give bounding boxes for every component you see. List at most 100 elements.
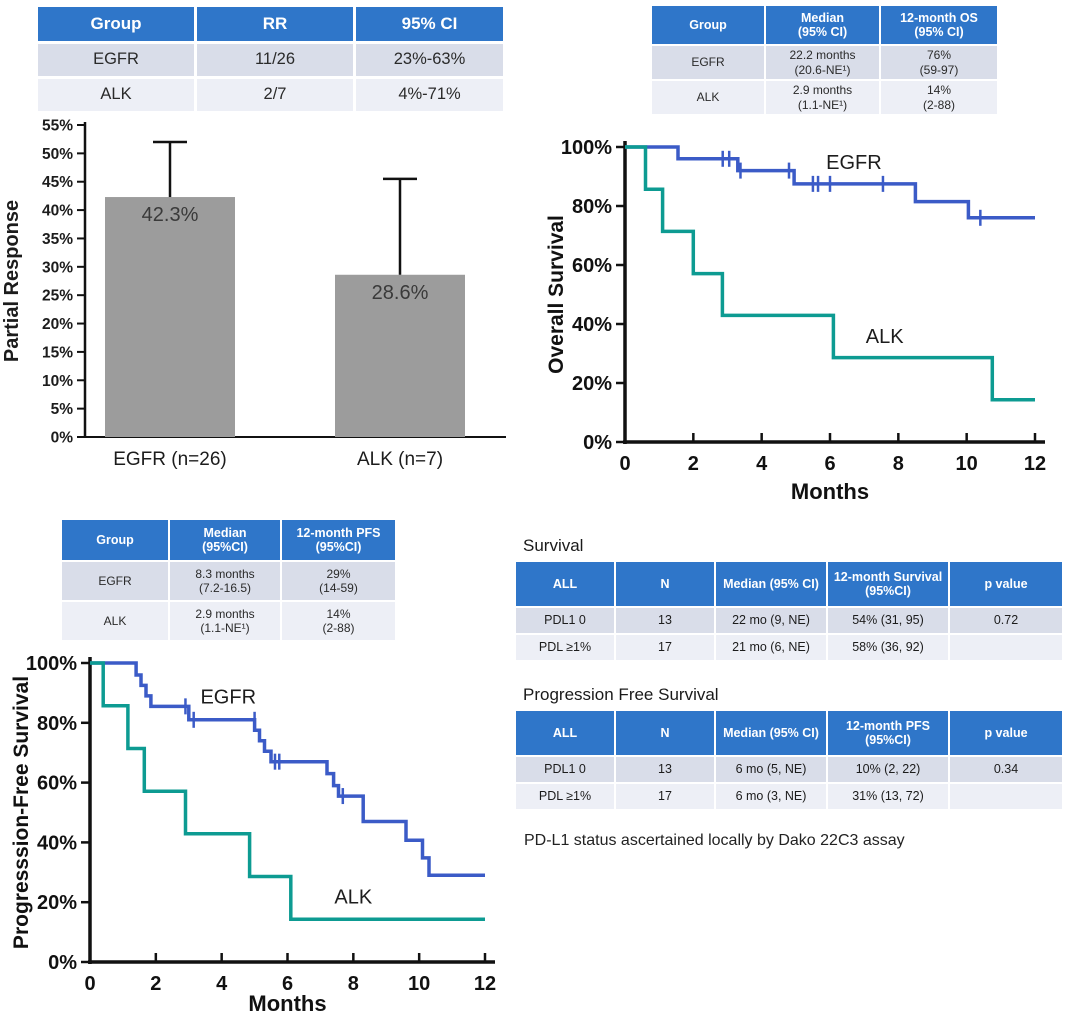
table-cell: 6 mo (3, NE) xyxy=(716,784,826,809)
survival-section-title: Survival xyxy=(523,536,584,555)
x-tick-label: 0 xyxy=(619,453,630,475)
y-tick-label: 45% xyxy=(42,174,73,191)
column-header: Median (95%CI) xyxy=(170,520,280,560)
table-cell: 22.2 months (20.6-NE¹) xyxy=(766,46,879,79)
table-cell: EGFR xyxy=(62,562,168,600)
category-label: ALK (n=7) xyxy=(357,449,443,470)
x-tick-label: 10 xyxy=(408,973,430,995)
y-tick-label: 60% xyxy=(572,255,612,277)
x-tick-label: 6 xyxy=(282,973,293,995)
y-tick-label: 0% xyxy=(48,952,77,974)
progression-free-survival-km-chart: 0% 20% 40% 60% 80% 100% 0 2 4 6 8 10 12 Months Progres… xyxy=(10,653,496,1016)
column-header: Median (95% CI) xyxy=(716,711,826,755)
table-cell: 10% (2, 22) xyxy=(828,757,948,782)
table-row: PDL1 0 13 22 mo (9, NE) 54% (31, 95) 0.7… xyxy=(516,608,1062,633)
column-header: p value xyxy=(950,711,1062,755)
table-row: ALK 2/7 4%-71% xyxy=(38,79,503,111)
y-axis-title: Overall Survival xyxy=(545,215,568,374)
y-axis-title: Partial Response xyxy=(1,200,23,362)
table-cell: ALK xyxy=(652,81,764,114)
y-tick-label: 20% xyxy=(42,316,73,333)
table-cell: PDL ≥1% xyxy=(516,784,614,809)
x-tick-label: 8 xyxy=(893,453,904,475)
table-cell: EGFR xyxy=(652,46,764,79)
column-header: p value xyxy=(950,562,1062,606)
table-cell: PDL1 0 xyxy=(516,757,614,782)
column-header: Group xyxy=(62,520,168,560)
series-label-alk: ALK xyxy=(334,887,372,909)
column-header: 12-month PFS (95%CI) xyxy=(282,520,395,560)
column-header: Median (95% CI) xyxy=(766,6,879,44)
column-header: Median (95% CI) xyxy=(716,562,826,606)
bar-value-label: 42.3% xyxy=(142,204,199,226)
table-cell: 58% (36, 92) xyxy=(828,635,948,660)
table-cell: 2/7 xyxy=(197,79,353,111)
y-tick-label: 100% xyxy=(561,137,612,159)
table-row: ALK 2.9 months (1.1-NE¹) 14% (2-88) xyxy=(652,81,997,114)
overall-survival-km-chart: 0% 20% 40% 60% 80% 100% 0 2 4 6 8 10 12 Months Overall… xyxy=(545,137,1046,504)
x-tick-label: 4 xyxy=(756,453,768,475)
x-tick-label: 2 xyxy=(150,973,161,995)
km-curve-egfr xyxy=(90,661,485,878)
y-tick-label: 0% xyxy=(583,432,612,454)
table-cell: 11/26 xyxy=(197,44,353,76)
response-rate-table: Group RR 95% CI EGFR 11/26 23%-63% ALK 2… xyxy=(35,4,506,114)
table-cell xyxy=(950,784,1062,809)
y-tick-label: 25% xyxy=(42,288,73,305)
table-cell: 4%-71% xyxy=(356,79,503,111)
y-tick-label: 10% xyxy=(42,373,73,390)
pfs-median-table: Group Median (95%CI) 12-month PFS (95%CI… xyxy=(60,518,397,642)
km-curve-egfr xyxy=(625,145,1035,220)
table-cell: 0.34 xyxy=(950,757,1062,782)
column-header: N xyxy=(616,711,714,755)
y-tick-label: 30% xyxy=(42,259,73,276)
y-tick-label: 40% xyxy=(572,314,612,336)
table-cell: 8.3 months (7.2-16.5) xyxy=(170,562,280,600)
y-tick-label: 20% xyxy=(37,892,77,914)
x-tick-label: 2 xyxy=(688,453,699,475)
survival-pdl1-table: ALL N Median (95% CI) 12-month Survival … xyxy=(514,560,1064,662)
y-tick-label: 0% xyxy=(51,430,74,447)
table-row: ALK 2.9 months (1.1-NE¹) 14% (2-88) xyxy=(62,602,395,640)
bar xyxy=(335,274,465,437)
y-tick-label: 80% xyxy=(572,196,612,218)
column-header: Group xyxy=(38,7,194,41)
table-cell: PDL ≥1% xyxy=(516,635,614,660)
y-tick-label: 80% xyxy=(37,713,77,735)
table-cell: ALK xyxy=(38,79,194,111)
category-label: EGFR (n=26) xyxy=(113,449,227,470)
table-cell: 29% (14-59) xyxy=(282,562,395,600)
table-cell: 14% (2-88) xyxy=(881,81,997,114)
y-tick-label: 35% xyxy=(42,231,73,248)
column-header: RR xyxy=(197,7,353,41)
table-cell: 2.9 months (1.1-NE¹) xyxy=(766,81,879,114)
table-cell: 17 xyxy=(616,635,714,660)
column-header: Group xyxy=(652,6,764,44)
table-cell: ALK xyxy=(62,602,168,640)
table-row: PDL1 0 13 6 mo (5, NE) 10% (2, 22) 0.34 xyxy=(516,757,1062,782)
table-row: PDL ≥1% 17 6 mo (3, NE) 31% (13, 72) xyxy=(516,784,1062,809)
table-cell: 21 mo (6, NE) xyxy=(716,635,826,660)
x-tick-label: 8 xyxy=(348,973,359,995)
column-header: 12-month Survival (95%CI) xyxy=(828,562,948,606)
column-header: 12-month OS (95% CI) xyxy=(881,6,997,44)
y-tick-label: 50% xyxy=(42,146,73,163)
pdl1-assay-footnote: PD-L1 status ascertained locally by Dako… xyxy=(524,832,905,849)
column-header: ALL xyxy=(516,711,614,755)
table-cell: 76% (59-97) xyxy=(881,46,997,79)
table-cell: 0.72 xyxy=(950,608,1062,633)
y-tick-label: 5% xyxy=(51,401,74,418)
y-tick-label: 60% xyxy=(37,773,77,795)
x-tick-label: 12 xyxy=(474,973,496,995)
table-cell: 17 xyxy=(616,784,714,809)
series-label-egfr: EGFR xyxy=(200,686,256,708)
km-curve-alk xyxy=(625,145,1035,402)
table-row: EGFR 11/26 23%-63% xyxy=(38,44,503,76)
table-cell: 54% (31, 95) xyxy=(828,608,948,633)
bar xyxy=(105,197,235,437)
y-tick-label: 100% xyxy=(26,653,77,675)
column-header: 95% CI xyxy=(356,7,503,41)
table-cell: 2.9 months (1.1-NE¹) xyxy=(170,602,280,640)
y-tick-label: 15% xyxy=(42,344,73,361)
table-cell: 6 mo (5, NE) xyxy=(716,757,826,782)
